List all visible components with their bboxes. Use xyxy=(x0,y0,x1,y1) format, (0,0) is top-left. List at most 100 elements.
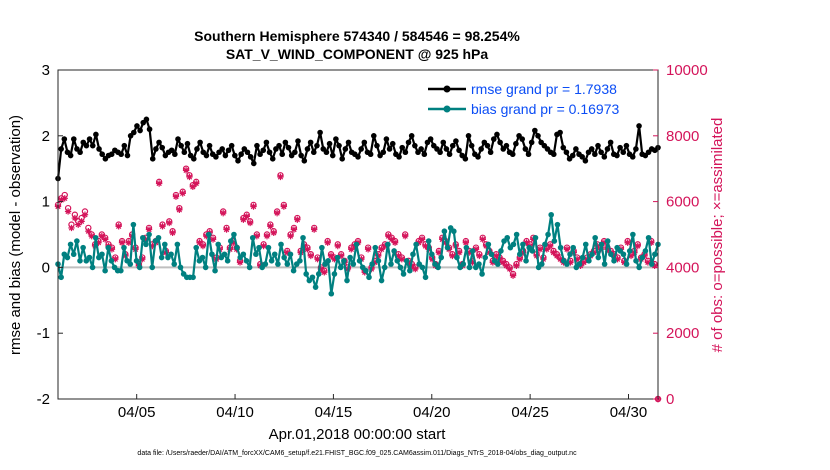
bias-point xyxy=(202,264,209,271)
bias-point xyxy=(249,234,256,241)
bias-point xyxy=(297,258,303,264)
obs-assimilated-point xyxy=(68,224,75,232)
rmse-point xyxy=(443,146,450,152)
rmse-point xyxy=(468,142,475,149)
obs-assimilated-point xyxy=(482,242,490,250)
rmse-point xyxy=(623,142,630,149)
obs-assimilated-point xyxy=(267,223,274,230)
rmse-point xyxy=(304,146,311,152)
rmse-point xyxy=(550,151,557,158)
rmse-point xyxy=(396,154,402,160)
bias-point xyxy=(212,267,218,274)
bias-point xyxy=(262,261,269,267)
rmse-point xyxy=(588,146,595,152)
bias-point xyxy=(548,211,554,218)
bias-point xyxy=(485,241,492,248)
bias-point xyxy=(516,251,523,258)
obs-assimilated-point xyxy=(479,236,486,243)
data-file-footnote: data file: /Users/raeder/DAI/ATM_forcXX/… xyxy=(137,450,577,457)
obs-assimilated-point xyxy=(435,249,443,256)
bias-point xyxy=(86,254,93,261)
rmse-point xyxy=(484,142,491,149)
bias-point xyxy=(268,258,275,264)
bias-point xyxy=(315,271,322,277)
obs-assimilated-point xyxy=(78,218,85,225)
obs-assimilated-point xyxy=(391,239,399,246)
bias-point xyxy=(363,267,369,274)
bias-point xyxy=(171,261,178,267)
rmse-point xyxy=(172,151,178,158)
rmse-point xyxy=(525,151,532,158)
obs-assimilated-point xyxy=(304,246,311,253)
rmse-point xyxy=(513,140,519,147)
obs-assimilated-point xyxy=(516,255,523,263)
bias-point xyxy=(89,264,96,271)
obs-assimilated-point xyxy=(624,239,631,246)
obs-assimilated-point xyxy=(277,173,284,181)
obs-assimilated-point xyxy=(112,255,119,263)
obs-assimilated-point xyxy=(246,219,254,227)
bias-point xyxy=(284,261,291,267)
obs-assimilated-point xyxy=(557,255,564,263)
rmse-point xyxy=(490,136,497,142)
rmse-point xyxy=(478,146,484,152)
obs-assimilated-point xyxy=(462,239,470,246)
rmse-point xyxy=(134,123,140,129)
legend-rmse-label: rmse grand pr = 1.7938 xyxy=(471,81,617,97)
bias-point xyxy=(529,248,536,254)
rmse-point xyxy=(61,136,68,142)
bias-point xyxy=(356,258,363,264)
rmse-point xyxy=(399,144,406,151)
bias-point xyxy=(331,271,338,277)
rmse-point xyxy=(235,158,241,164)
rmse-point xyxy=(310,149,317,156)
rmse-point xyxy=(146,126,153,133)
bias-point xyxy=(469,248,476,254)
bias-point xyxy=(586,258,592,264)
obs-assimilated-point xyxy=(317,265,325,273)
bias-point xyxy=(136,264,143,271)
rmse-point xyxy=(440,139,447,146)
bias-point xyxy=(551,238,558,244)
obs-assimilated-point xyxy=(422,242,429,250)
bias-point xyxy=(118,267,124,274)
rmse-point xyxy=(269,156,276,162)
rmse-point xyxy=(333,136,339,142)
bias-point xyxy=(391,248,397,254)
bias-point xyxy=(344,277,350,284)
bias-point xyxy=(419,264,426,271)
rmse-point xyxy=(446,151,453,158)
obs-assimilated-point xyxy=(209,236,217,243)
rmse-point xyxy=(323,149,330,156)
bias-series xyxy=(55,211,661,297)
rmse-point xyxy=(184,140,191,147)
bias-point xyxy=(265,244,272,251)
obs-assimilated-point xyxy=(236,259,244,266)
bias-point xyxy=(570,244,576,251)
rmse-point xyxy=(228,142,235,149)
obs-assimilated-point xyxy=(223,226,230,233)
bias-point xyxy=(353,241,360,248)
obs-assimilated-point xyxy=(401,232,409,240)
obs-assimilated-point xyxy=(64,208,72,215)
obs-assimilated-point xyxy=(324,239,331,246)
rmse-point xyxy=(620,149,627,156)
rmse-point xyxy=(238,151,244,158)
bias-point xyxy=(92,234,99,241)
bias-point xyxy=(325,258,331,264)
bias-point xyxy=(312,284,319,290)
obs-assimilated-point xyxy=(378,246,385,253)
x-tick-label: 04/25 xyxy=(511,404,549,421)
bias-point xyxy=(413,241,419,248)
obs-assimilated-point xyxy=(81,211,89,218)
rmse-point xyxy=(108,151,115,158)
rmse-point xyxy=(222,152,229,159)
bias-point xyxy=(246,264,253,271)
bias-point xyxy=(121,244,127,251)
bias-point xyxy=(463,244,470,251)
bias-point xyxy=(102,267,108,274)
obs-assimilated-point xyxy=(149,242,156,250)
rmse-point xyxy=(427,136,434,142)
rmse-point xyxy=(487,149,494,156)
obs-assimilated-point xyxy=(294,216,301,223)
